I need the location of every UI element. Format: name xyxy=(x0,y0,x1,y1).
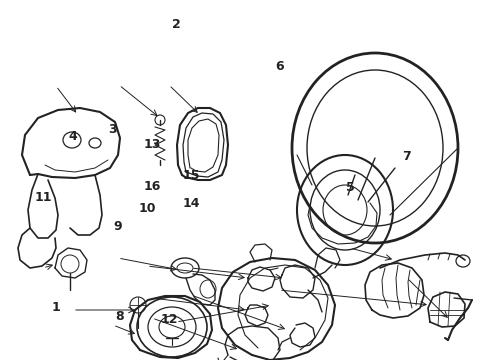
Text: 9: 9 xyxy=(113,220,122,233)
Text: 15: 15 xyxy=(182,169,200,182)
Text: 5: 5 xyxy=(346,181,355,194)
Text: 1: 1 xyxy=(52,301,61,314)
Text: 4: 4 xyxy=(68,130,77,143)
Text: 8: 8 xyxy=(115,310,123,323)
Text: 3: 3 xyxy=(108,123,117,136)
Text: 11: 11 xyxy=(34,191,52,204)
Text: 2: 2 xyxy=(172,18,181,31)
Text: 12: 12 xyxy=(160,313,178,326)
Text: 13: 13 xyxy=(143,138,161,150)
Text: 6: 6 xyxy=(275,60,284,73)
Text: 14: 14 xyxy=(182,197,200,210)
Text: 16: 16 xyxy=(143,180,161,193)
Text: 10: 10 xyxy=(138,202,156,215)
Text: 7: 7 xyxy=(402,150,411,163)
